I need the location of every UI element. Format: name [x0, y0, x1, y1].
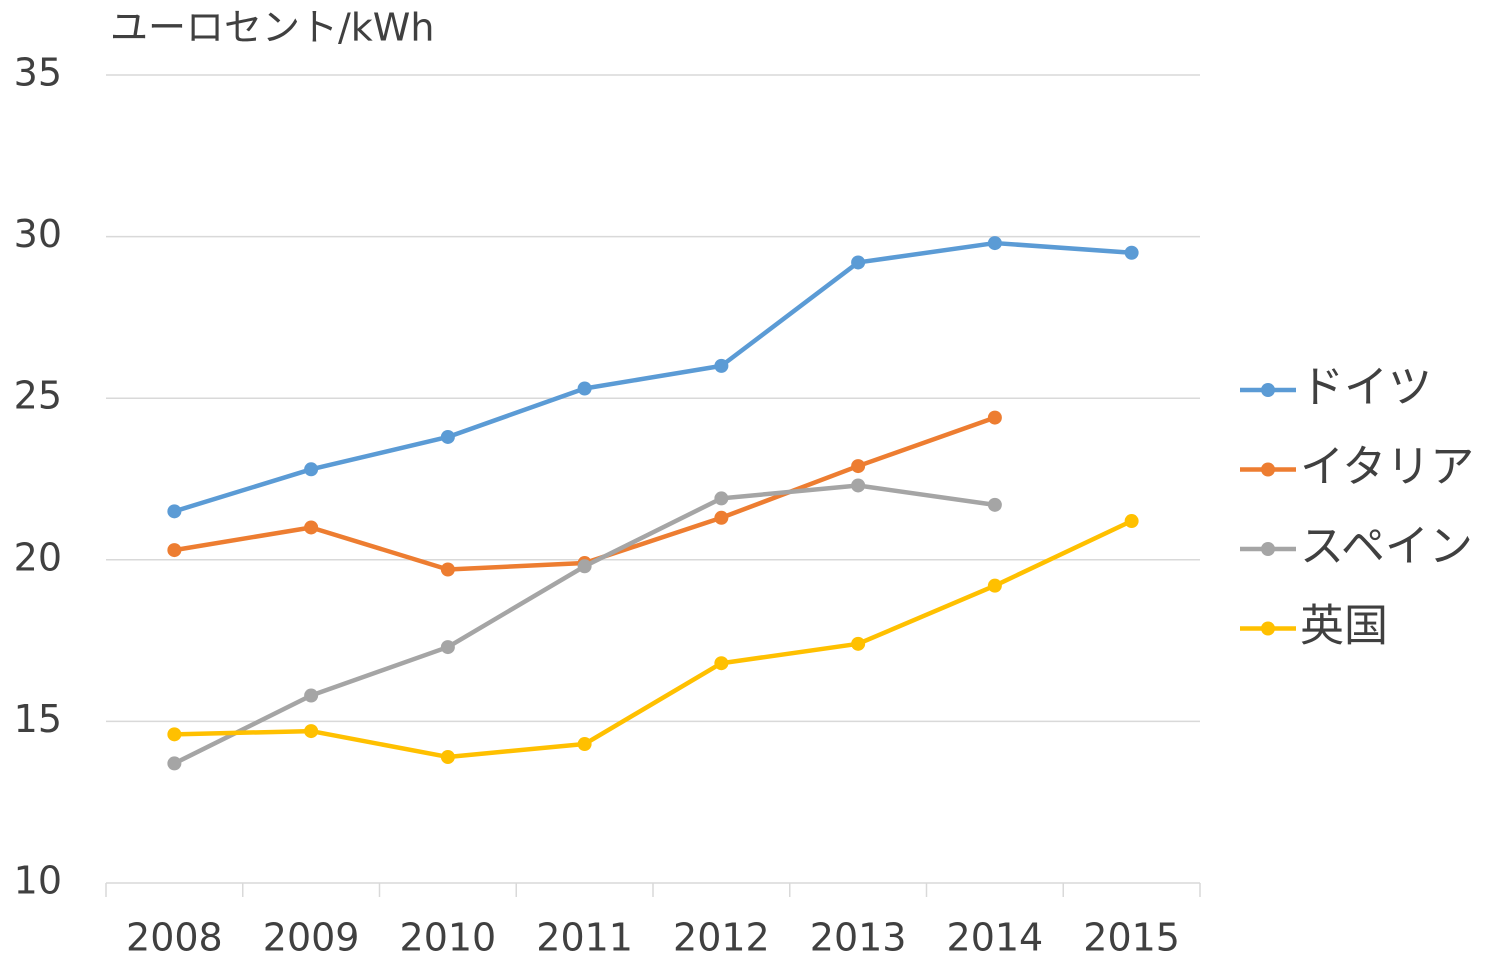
data-point: [1124, 514, 1139, 529]
data-point: [577, 559, 592, 574]
x-tick-label: 2012: [673, 916, 770, 960]
legend-label: 英国: [1300, 601, 1388, 652]
x-tick-label: 2015: [1083, 916, 1180, 960]
data-point: [987, 497, 1002, 512]
data-point: [440, 429, 455, 444]
data-point: [851, 255, 866, 270]
x-tick-label: 2013: [810, 916, 907, 960]
chart-title: ユーロセント/kWh: [110, 6, 434, 50]
data-point: [577, 737, 592, 752]
data-point: [167, 504, 182, 519]
y-tick-label: 25: [14, 374, 62, 418]
series-line: [174, 518, 1133, 760]
data-point: [714, 358, 729, 373]
series-line: [173, 240, 1132, 514]
legend-marker: [1261, 383, 1275, 397]
series-line: [174, 415, 996, 572]
data-point: [304, 688, 319, 703]
y-tick-label: 30: [14, 212, 62, 256]
data-point: [714, 656, 729, 671]
y-tick-label: 10: [14, 859, 62, 903]
data-point: [440, 562, 455, 577]
data-point: [1124, 245, 1139, 260]
data-point: [714, 491, 729, 506]
x-tick-label: 2014: [947, 916, 1044, 960]
data-point: [304, 724, 319, 739]
data-point: [440, 640, 455, 655]
legend-marker: [1261, 462, 1275, 477]
legend-marker: [1261, 542, 1275, 556]
data-point: [714, 510, 729, 525]
legend-marker: [1261, 621, 1275, 636]
legend-label: スペイン: [1300, 521, 1473, 572]
data-point: [987, 578, 1002, 593]
data-point: [167, 756, 182, 771]
data-point: [440, 749, 455, 764]
data-point: [304, 462, 319, 477]
x-tick-label: 2008: [126, 916, 223, 960]
legend-label: ドイツ: [1300, 362, 1432, 413]
legend-label: イタリア: [1300, 442, 1474, 493]
y-tick-label: 35: [14, 51, 62, 95]
data-point: [577, 381, 592, 396]
x-tick-label: 2010: [400, 916, 497, 960]
data-point: [987, 410, 1002, 425]
x-tick-label: 2011: [536, 916, 633, 960]
data-point: [304, 520, 319, 535]
data-point: [987, 236, 1002, 251]
y-tick-label: 15: [14, 697, 62, 741]
x-tick-label: 2009: [263, 916, 360, 960]
data-point: [851, 478, 866, 493]
data-point: [167, 543, 182, 558]
data-point: [851, 636, 866, 651]
data-point: [167, 727, 182, 742]
data-point: [851, 459, 866, 474]
y-tick-label: 20: [14, 535, 62, 579]
